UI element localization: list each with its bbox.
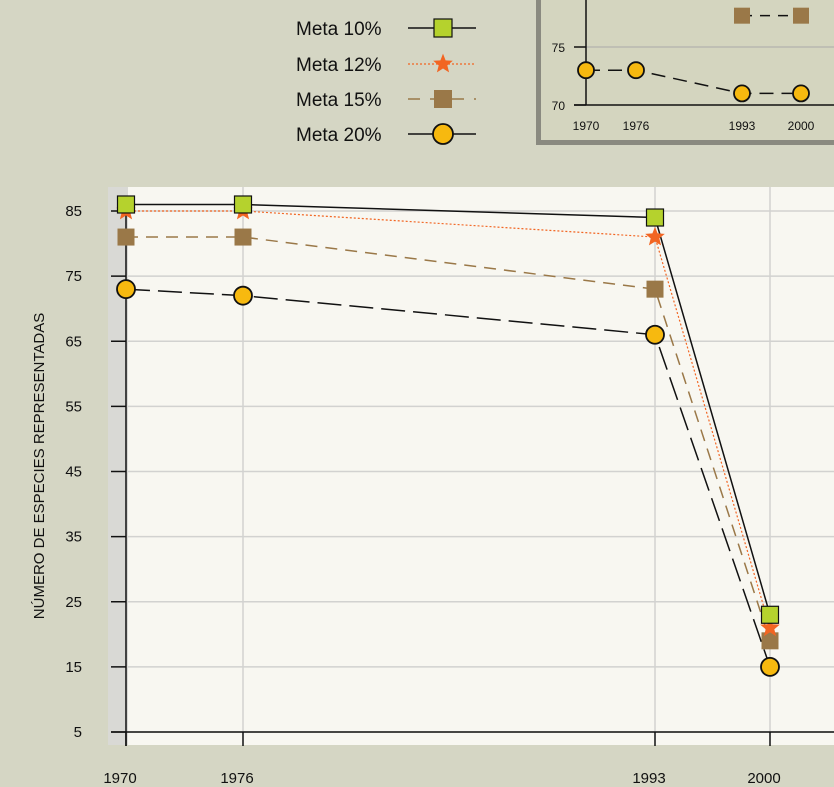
series-line: [125, 288, 771, 668]
plot-left-band: [108, 187, 128, 745]
inset-x-tick-label: 1976: [623, 119, 650, 133]
data-point: [233, 195, 253, 214]
series-line: [126, 203, 771, 615]
y-tick-label: 55: [65, 398, 82, 415]
legend-marker: [433, 18, 453, 38]
inset-data-point: [577, 61, 595, 80]
y-tick-label: 5: [74, 724, 82, 741]
data-point: [645, 226, 665, 246]
data-point: [646, 280, 664, 298]
data-point: [760, 605, 780, 624]
data-point: [234, 228, 252, 246]
main-chart: 5 15 25 35 45 55 65 75 85 1970 1976 1993 2000 NÚMERO …: [31, 187, 834, 787]
x-tick-label: 2000: [747, 770, 780, 787]
y-tick-label: 25: [65, 594, 82, 611]
y-tick-label: 15: [65, 659, 82, 676]
x-tick-label: 1976: [220, 770, 253, 787]
y-tick-label: 85: [65, 203, 82, 220]
data-point: [116, 195, 136, 214]
inset-series-line: [586, 69, 801, 95]
x-tick-label: 1993: [632, 770, 665, 787]
y-tick-label: 35: [65, 529, 82, 546]
plot-background: [108, 187, 834, 745]
inset-x-tick-label: 1970: [573, 119, 600, 133]
legend-label: Meta 12%: [296, 55, 382, 76]
legend-label: Meta 20%: [296, 125, 382, 146]
legend-marker: [433, 53, 453, 73]
y-tick-label: 75: [65, 268, 82, 285]
legend-marker: [432, 123, 454, 145]
legend-label: Meta 10%: [296, 19, 382, 40]
inset-data-point: [627, 61, 645, 80]
y-axis-label: NÚMERO DE ESPECIES REPRESENTADAS: [31, 313, 48, 619]
legend-marker: [434, 90, 452, 108]
inset-chart: 70 75 1970 1976 1993 2000: [536, 0, 834, 145]
legend-label: Meta 15%: [296, 90, 382, 111]
inset-data-point: [733, 84, 751, 103]
inset-y-tick-label: 75: [552, 41, 566, 55]
series-line: [126, 210, 771, 628]
legend: Meta 10% Meta 12% Meta 15% Meta 20%: [296, 18, 476, 146]
data-point: [760, 656, 780, 677]
y-tick-label: 65: [65, 333, 82, 350]
data-point: [117, 228, 135, 246]
data-point: [116, 279, 136, 300]
data-point: [645, 324, 665, 345]
inset-y-tick-label: 70: [552, 99, 566, 113]
data-point: [645, 208, 665, 227]
x-tick-label: 1970: [103, 770, 136, 787]
series-line: [126, 236, 771, 642]
data-point: [760, 617, 780, 637]
inset-data-point: [793, 7, 809, 24]
inset-x-tick-label: 1993: [729, 119, 756, 133]
data-point: [761, 632, 779, 650]
inset-x-tick-label: 2000: [788, 119, 815, 133]
data-point: [233, 285, 253, 306]
inset-data-point: [734, 7, 750, 24]
y-tick-label: 45: [65, 464, 82, 481]
inset-data-point: [792, 84, 810, 103]
